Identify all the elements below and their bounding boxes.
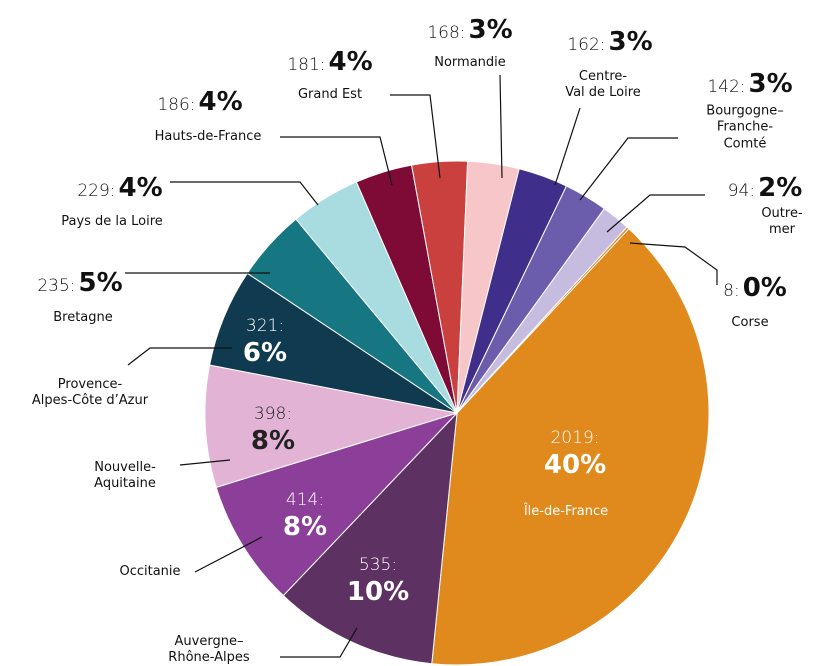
value-label-group: 8: 0% [723, 272, 787, 305]
category-label: Provence- Alpes-Côte d’Azur [31, 376, 149, 408]
count-label: 168: [427, 22, 466, 43]
category-label: Corse [731, 314, 769, 330]
value-row: 235: 5% [37, 267, 122, 300]
percent-label: 4% [198, 86, 243, 117]
percent-label: 6% [242, 338, 288, 369]
percent-label: 3% [748, 68, 793, 99]
count-label: 8: [723, 280, 740, 301]
count-label: 186: [157, 94, 196, 115]
leader-line [499, 74, 503, 179]
category-label: Bourgogne– Franche-Comté [706, 103, 784, 152]
value-row: 162: 3% [567, 26, 652, 59]
value-row: 94: 2% [728, 172, 803, 205]
category-label: Bretagne [53, 309, 113, 325]
pie-slice [456, 226, 630, 414]
value-label-group: 142: 3% [707, 68, 792, 101]
percent-label: 8% [250, 426, 296, 457]
value-label-group: 2019: 40% [544, 428, 606, 482]
value-label-group: 398: 8% [251, 404, 295, 458]
value-label-group: 321: 6% [243, 316, 287, 370]
count-label: 398: [253, 404, 293, 425]
category-label: Hauts-de-France [154, 128, 262, 144]
value-label-group: 168: 3% [427, 14, 512, 47]
category-label: Grand Est [297, 86, 363, 102]
count-label: 181: [287, 54, 326, 75]
value-label-group: 229: 4% [77, 172, 162, 205]
category-label: Pays de la Loire [61, 213, 163, 229]
leader-line [127, 347, 232, 366]
count-label: 162: [567, 34, 606, 55]
value-label-group: 235: 5% [37, 267, 122, 300]
leader-line [179, 459, 231, 466]
percent-label: 2% [758, 172, 803, 203]
category-label: Île-de-France [523, 503, 609, 519]
value-label-group: 535: 10% [347, 555, 409, 609]
count-label: 235: [37, 275, 76, 296]
percent-label: 3% [608, 26, 653, 57]
value-row: 229: 4% [77, 172, 162, 205]
leader-line [194, 536, 263, 573]
percent-label: 0% [742, 272, 787, 303]
leader-line [390, 94, 441, 179]
category-label: Centre- Val de Loire [565, 68, 641, 100]
percent-label: 40% [543, 450, 607, 481]
value-row: 186: 4% [157, 86, 242, 119]
percent-label: 5% [78, 267, 123, 298]
count-label: 535: [358, 555, 398, 576]
value-label-group: 414: 8% [283, 490, 327, 544]
leader-line [280, 136, 393, 186]
value-label-group: 94: 2% [728, 172, 803, 205]
pie-slice [215, 411, 459, 597]
count-label: 2019: [550, 428, 600, 449]
pie-slice [431, 227, 710, 666]
count-label: 142: [707, 76, 746, 97]
count-label: 414: [285, 490, 325, 511]
leader-line [579, 137, 678, 201]
category-label: Normandie [434, 54, 506, 70]
percent-label: 4% [328, 46, 373, 77]
value-row: 8: 0% [723, 272, 787, 305]
count-label: 229: [77, 180, 116, 201]
leader-line [606, 194, 705, 233]
percent-label: 3% [468, 14, 513, 45]
pie-slice [204, 364, 458, 488]
value-label-group: 181: 4% [287, 46, 372, 79]
category-label: Occitanie [119, 563, 181, 579]
leader-line [170, 181, 319, 206]
category-label: Outre-mer [761, 205, 803, 237]
percent-label: 4% [118, 172, 163, 203]
value-label-group: 186: 4% [157, 86, 242, 119]
category-label: Nouvelle- Aquitaine [94, 459, 156, 491]
leader-line [629, 242, 718, 285]
leader-line [280, 627, 358, 658]
percent-label: 10% [346, 577, 410, 608]
value-row: 168: 3% [427, 14, 512, 47]
value-row: 181: 4% [287, 46, 372, 79]
leader-line [554, 107, 581, 186]
value-label-group: 162: 3% [567, 26, 652, 59]
pie-slice [282, 411, 458, 665]
value-row: 142: 3% [707, 68, 792, 101]
count-label: 94: [727, 180, 756, 201]
count-label: 321: [245, 316, 285, 337]
percent-label: 8% [282, 512, 328, 543]
category-label: Auvergne– Rhône-Alpes [168, 633, 250, 665]
